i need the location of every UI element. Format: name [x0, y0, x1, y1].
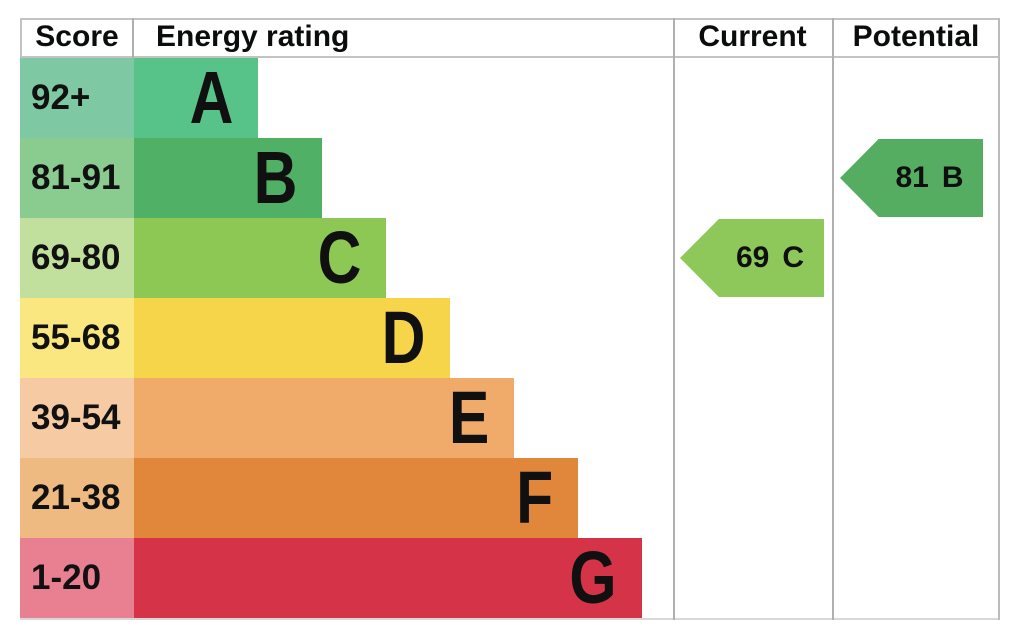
score-range-label-f: 21-38	[20, 458, 134, 538]
score-range-label-g: 1-20	[20, 538, 134, 618]
band-letter-d: D	[381, 296, 425, 379]
header-row: Score Energy rating Current Potential	[20, 18, 1000, 56]
grid-line-bottom	[20, 618, 1000, 620]
header-score: Score	[35, 20, 119, 53]
band-row-b: 81-91 B	[20, 138, 1000, 218]
grid-line-header-bottom	[20, 56, 1000, 58]
rating-bar-b: B	[134, 138, 322, 218]
band-row-g: 1-20 G	[20, 538, 1000, 618]
band-letter-e: E	[448, 376, 489, 459]
band-row-e: 39-54 E	[20, 378, 1000, 458]
grid-line-top	[20, 18, 1000, 20]
band-row-d: 55-68 D	[20, 298, 1000, 378]
rating-bar-d: D	[134, 298, 450, 378]
band-letter-b: B	[253, 136, 297, 219]
band-rows: 92+ A 81-91 B 69-80 C 55-68 D 39-54 E 21…	[20, 58, 1000, 618]
band-row-a: 92+ A	[20, 58, 1000, 138]
band-letter-c: C	[317, 216, 361, 299]
score-range-label-b: 81-91	[20, 138, 134, 218]
grid-line-potential-divider	[832, 18, 834, 620]
header-energy-rating: Energy rating	[156, 20, 350, 53]
score-range-label-e: 39-54	[20, 378, 134, 458]
epc-rating-chart: Score Energy rating Current Potential 92…	[20, 18, 1000, 620]
header-current: Current	[698, 20, 807, 53]
score-range-label-a: 92+	[20, 58, 134, 138]
grid-line-left	[20, 18, 22, 58]
rating-bar-a: A	[134, 58, 258, 138]
score-range-label-c: 69-80	[20, 218, 134, 298]
rating-bar-e: E	[134, 378, 514, 458]
score-range-label-d: 55-68	[20, 298, 134, 378]
rating-bar-c: C	[134, 218, 386, 298]
grid-line-right	[998, 18, 1000, 620]
header-potential: Potential	[852, 20, 980, 53]
band-letter-a: A	[189, 56, 233, 139]
rating-bar-g: G	[134, 538, 642, 618]
band-letter-g: G	[569, 536, 617, 619]
potential-score-value: 81	[895, 161, 929, 194]
band-row-c: 69-80 C	[20, 218, 1000, 298]
current-score-value: 69	[735, 241, 770, 274]
grid-line-score-divider	[132, 18, 134, 58]
band-letter-f: F	[515, 456, 553, 539]
rating-bar-f: F	[134, 458, 578, 538]
band-row-f: 21-38 F	[20, 458, 1000, 538]
potential-grade-letter: B	[941, 161, 964, 194]
current-grade-letter: C	[782, 241, 805, 274]
grid-line-current-divider	[673, 18, 675, 620]
